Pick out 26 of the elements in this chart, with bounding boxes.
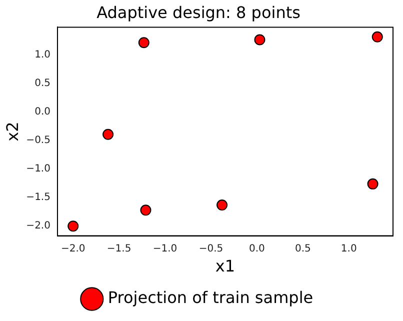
y-tick-label: −2.0 <box>26 220 50 232</box>
point <box>254 34 266 46</box>
point <box>140 204 152 216</box>
x-axis-title: x1 <box>215 256 236 276</box>
x-tick-label: −1.0 <box>152 243 178 254</box>
point <box>138 37 150 48</box>
x-tick-label: 1.0 <box>340 243 357 254</box>
legend-label: Projection of train sample <box>108 288 314 308</box>
x-tick-label: −1.5 <box>106 243 132 254</box>
x-tick-label: −2.0 <box>60 243 86 254</box>
x-tick-label: 0.5 <box>294 243 311 254</box>
chart-title: Adaptive design: 8 points <box>96 2 300 22</box>
point <box>372 31 383 42</box>
y-tick-label: 1.0 <box>34 50 50 61</box>
point <box>216 200 228 211</box>
y-tick-label: −1.5 <box>26 192 50 204</box>
point <box>367 178 378 190</box>
point <box>102 128 114 140</box>
y-tick-label: 0.5 <box>34 78 50 90</box>
point <box>68 220 79 232</box>
x-tick-label: −0.5 <box>198 243 224 254</box>
y-tick-label: 0.0 <box>34 106 50 118</box>
y-axis-title: x2 <box>2 122 22 142</box>
y-tick-label: −0.5 <box>26 135 50 146</box>
y-tick-label: −1.0 <box>26 164 50 175</box>
x-tick-label: 0.0 <box>249 243 265 254</box>
